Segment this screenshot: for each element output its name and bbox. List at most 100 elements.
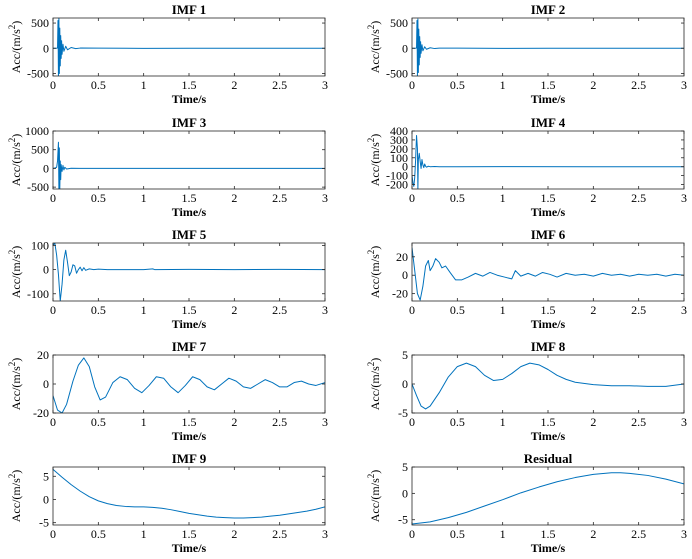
panel-8-ytick-label: -5	[398, 406, 408, 420]
panel-8-axes-box	[411, 354, 685, 414]
panel-1-xtick-label: 1.5	[182, 78, 197, 92]
panel-3-xtick-label: 1.5	[182, 191, 197, 205]
panel-5-xtick-label: 1	[141, 303, 147, 317]
panel-9-xtick-label: 2	[231, 527, 237, 541]
panel-1-xlabel: Time/s	[172, 92, 207, 106]
panel-1-axes-box	[52, 17, 326, 77]
panel-4-xtick-label: 1	[500, 191, 506, 205]
panel-4-xtick-label: 3	[681, 191, 687, 205]
panel-9-ytick-label: 0	[43, 492, 49, 506]
panel-10-xtick-label: 0.5	[450, 527, 465, 541]
panel-9-xtick-label: 2.5	[272, 527, 287, 541]
panel-8-xtick-label: 0.5	[450, 415, 465, 429]
panel-5-xtick-label: 3	[322, 303, 328, 317]
panel-5-xlabel: Time/s	[172, 317, 207, 331]
panel-10-xtick-label: 2	[590, 527, 596, 541]
panel-4-ytick-label: -100	[386, 169, 408, 183]
panel-3-xlabel: Time/s	[172, 205, 207, 219]
panel-8-xtick-label: 3	[681, 415, 687, 429]
panel-10-ytick-label: -5	[398, 513, 408, 527]
panel-6-xtick-label: 1	[500, 303, 506, 317]
panel-3-xtick-label: 2	[231, 191, 237, 205]
panel-3-ytick-label: 1000	[25, 124, 49, 138]
panel-7-ylabel: Acc/(m/s2)	[7, 358, 23, 411]
panel-6-xtick-label: 3	[681, 303, 687, 317]
panel-1-xtick-label: 2	[231, 78, 237, 92]
panel-3-xtick-label: 0.5	[91, 191, 106, 205]
panel-3-ytick-label: 500	[31, 143, 49, 157]
panel-2-xtick-label: 1	[500, 78, 506, 92]
panel-2-xtick-label: 3	[681, 78, 687, 92]
panel-4-ytick-label: 100	[390, 151, 408, 165]
panel-1-xtick-label: 0	[50, 78, 56, 92]
panel-5-axes-box	[52, 242, 326, 302]
panel-2-xtick-label: 0.5	[450, 78, 465, 92]
panel-6-xtick-label: 1.5	[541, 303, 556, 317]
panel-3-series-line	[53, 141, 325, 189]
panel-10: 0 0.5 1 1.5 2 2.5 3-505ResidualTime/sAcc/(m/s2…	[366, 451, 687, 555]
panel-9-ytick-label: -5	[39, 516, 49, 530]
panel-6-xtick-label: 0.5	[450, 303, 465, 317]
panel-6-ylabel: Acc/(m/s2)	[366, 246, 382, 299]
panel-5-ylabel: Acc/(m/s2)	[7, 246, 23, 299]
panel-4-title: IMF 4	[531, 115, 566, 130]
panel-7-ytick-label: -20	[33, 406, 49, 420]
panel-9-axes-box	[52, 466, 326, 526]
panel-4-ytick-label: 400	[390, 124, 408, 138]
panel-1-title: IMF 1	[172, 2, 207, 17]
panel-4-ytick-label: 300	[390, 133, 408, 147]
panel-2-ytick-label: 0	[402, 41, 408, 55]
panel-4-series-line	[412, 134, 684, 189]
panel-5-xtick-label: 2	[231, 303, 237, 317]
panel-3-xtick-label: 0	[50, 191, 56, 205]
panel-1-ylabel: Acc/(m/s2)	[7, 21, 23, 74]
panel-10-xlabel: Time/s	[531, 541, 566, 555]
panel-3-title: IMF 3	[172, 115, 207, 130]
panel-2-series-line	[412, 18, 684, 76]
panel-2-xtick-label: 0	[409, 78, 415, 92]
panel-8-xlabel: Time/s	[531, 429, 566, 443]
panel-10-series-line	[412, 472, 684, 525]
panel-6-ytick-label: -20	[392, 287, 408, 301]
panel-1-ytick-label: -500	[27, 66, 49, 80]
panel-5-ytick-label: 100	[31, 238, 49, 252]
panel-4-xtick-label: 1.5	[541, 191, 556, 205]
panel-10-xtick-label: 1.5	[541, 527, 556, 541]
panel-4-ytick-label: 200	[390, 142, 408, 156]
panel-10-xtick-label: 3	[681, 527, 687, 541]
panel-2-title: IMF 2	[531, 2, 566, 17]
panel-7-xtick-label: 0	[50, 415, 56, 429]
panel-7-ytick-label: 20	[37, 348, 49, 362]
panel-2-ytick-label: 500	[390, 16, 408, 30]
panel-6-axes-box	[411, 242, 685, 302]
panel-7-xtick-label: 1	[141, 415, 147, 429]
panel-8-xtick-label: 2	[590, 415, 596, 429]
panel-3-xtick-label: 1	[141, 191, 147, 205]
panel-9-xtick-label: 1	[141, 527, 147, 541]
panel-3-axes-box	[52, 130, 326, 190]
panel-4-ylabel: Acc/(m/s2)	[366, 134, 382, 187]
panel-6-ytick-label: 20	[396, 250, 408, 264]
panel-5-title: IMF 5	[172, 227, 207, 242]
panel-2-xtick-label: 2	[590, 78, 596, 92]
panel-4-xtick-label: 2.5	[631, 191, 646, 205]
panel-9-series-line	[53, 468, 325, 519]
panel-10-ytick-label: 5	[402, 460, 408, 474]
panel-10-ylabel: Acc/(m/s2)	[366, 470, 382, 523]
panel-7-xtick-label: 1.5	[182, 415, 197, 429]
panel-6-xtick-label: 2.5	[631, 303, 646, 317]
panel-10-xtick-label: 0	[409, 527, 415, 541]
panel-4-xtick-label: 2	[590, 191, 596, 205]
panel-5-xtick-label: 1.5	[182, 303, 197, 317]
panel-7-xtick-label: 2	[231, 415, 237, 429]
panel-1-ytick-label: 0	[43, 41, 49, 55]
panel-8-xtick-label: 1	[500, 415, 506, 429]
panel-10-ytick-label: 0	[402, 486, 408, 500]
panel-9-xtick-label: 1.5	[182, 527, 197, 541]
panel-4-xtick-label: 0	[409, 191, 415, 205]
panel-4-ytick-label: 0	[402, 160, 408, 174]
